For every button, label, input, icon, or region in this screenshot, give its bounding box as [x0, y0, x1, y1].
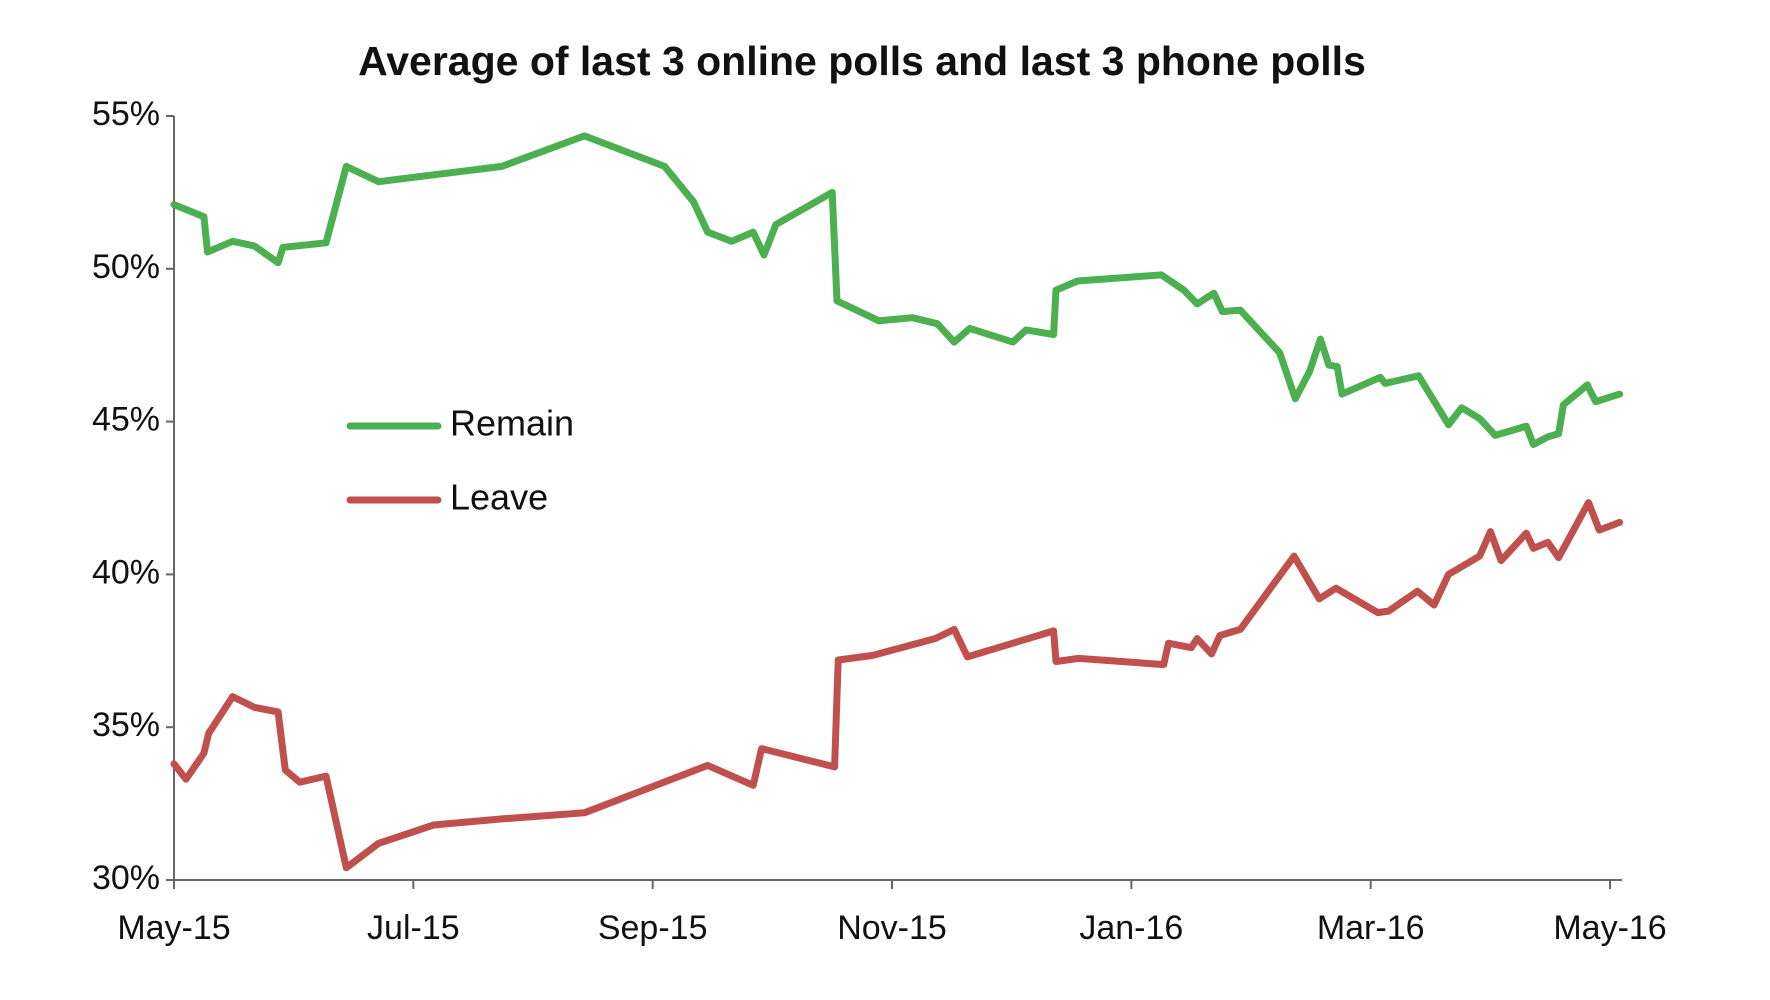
- y-tick-label: 35%: [92, 706, 160, 744]
- legend-label: Leave: [450, 477, 548, 518]
- x-tick-label: Jul-15: [367, 909, 460, 947]
- chart-title: Average of last 3 online polls and last …: [358, 38, 1366, 84]
- series-line: [170, 499, 1624, 872]
- series-line: [170, 132, 1624, 448]
- x-tick-label: Jan-16: [1079, 909, 1183, 947]
- x-tick-label: Sep-15: [598, 909, 708, 947]
- y-tick-label: 50%: [92, 248, 160, 286]
- x-tick-label: May-15: [117, 909, 230, 947]
- x-tick-label: Nov-15: [837, 909, 947, 947]
- legend-label: Remain: [450, 403, 574, 444]
- x-tick-label: May-16: [1553, 909, 1666, 947]
- y-tick-label: 40%: [92, 553, 160, 591]
- x-tick-label: Mar-16: [1317, 909, 1425, 947]
- y-tick-label: 55%: [92, 95, 160, 133]
- y-tick-label: 45%: [92, 401, 160, 439]
- y-tick-label: 30%: [92, 859, 160, 897]
